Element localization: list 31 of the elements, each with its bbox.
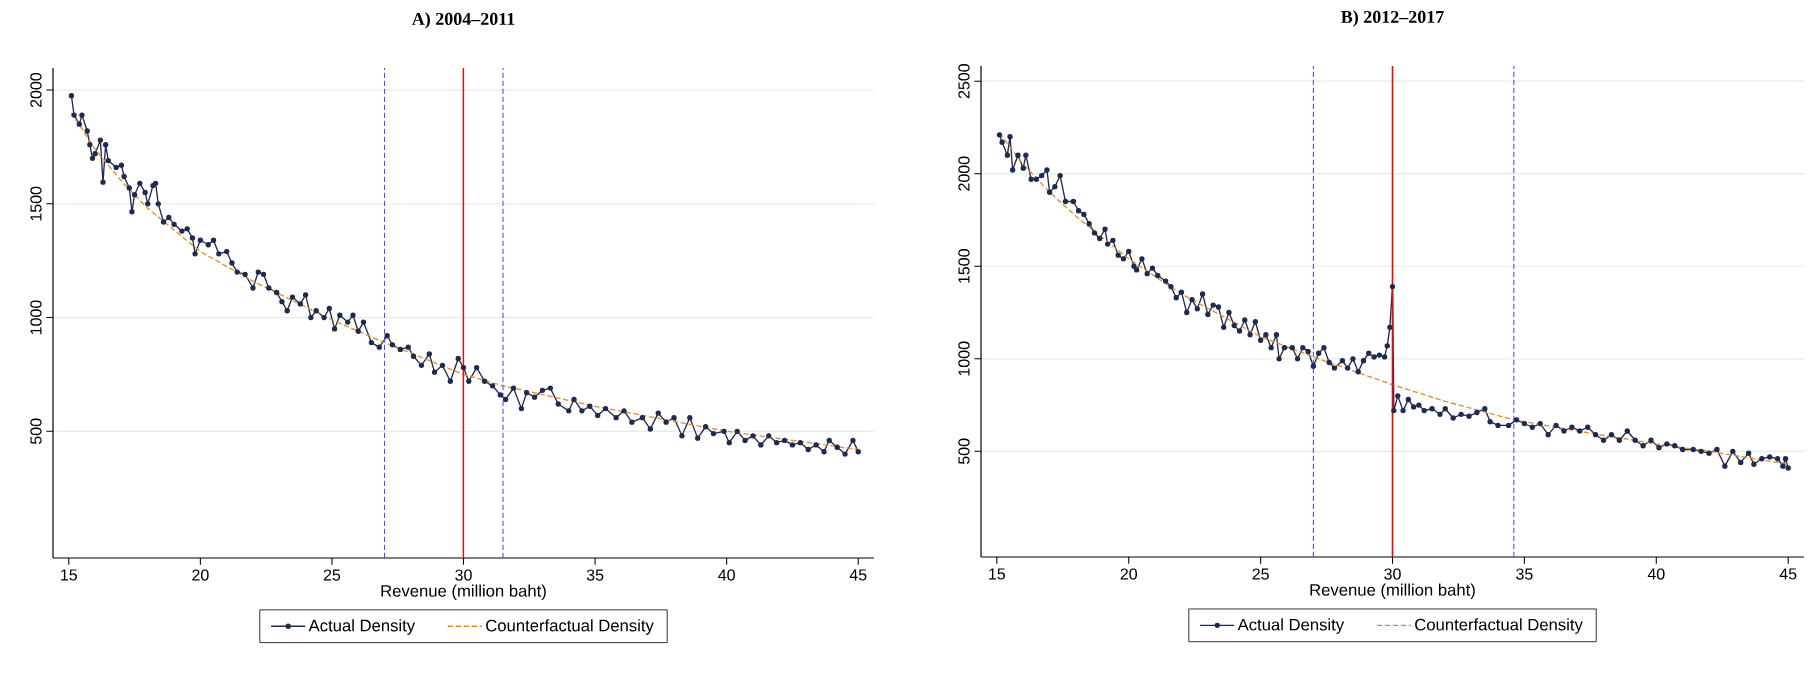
x-tick-label: 20 <box>192 569 209 581</box>
y-tick-label: 500 <box>30 418 42 444</box>
y-tick-label: 1500 <box>958 249 970 283</box>
legend-label: Counterfactual Density <box>486 619 654 635</box>
x-tick-label: 45 <box>849 569 867 581</box>
x-axis-title: Revenue (million baht) <box>381 584 546 601</box>
y-tick-label: 2000 <box>30 72 42 108</box>
x-tick-label: 35 <box>1516 568 1533 580</box>
chart-title: A) 2004–2011 <box>411 12 515 29</box>
y-tick-label: 2000 <box>958 156 970 191</box>
x-tick-label: 25 <box>1252 568 1269 580</box>
legend-label: Actual Density <box>308 619 416 635</box>
x-tick-label: 15 <box>989 568 1006 580</box>
x-tick-label: 35 <box>586 569 604 581</box>
x-tick-label: 40 <box>1647 568 1665 580</box>
x-axis-title: Revenue (million baht) <box>1310 583 1475 600</box>
x-tick-label: 30 <box>455 569 472 581</box>
chart-title: B) 2012–2017 <box>1341 10 1444 27</box>
x-tick-label: 40 <box>718 569 735 581</box>
legend-label: Counterfactual Density <box>1415 618 1583 634</box>
x-tick-label: 45 <box>1779 568 1797 580</box>
y-tick-label: 2500 <box>958 64 970 99</box>
y-tick-label: 1500 <box>30 186 42 221</box>
x-tick-label: 25 <box>323 569 341 581</box>
legend-label: Actual Density <box>1237 618 1345 634</box>
x-tick-label: 30 <box>1384 568 1401 580</box>
x-tick-label: 20 <box>1120 568 1138 580</box>
y-tick-label: 1000 <box>958 341 970 376</box>
x-tick-label: 15 <box>61 569 78 581</box>
y-tick-label: 1000 <box>30 300 42 335</box>
y-tick-label: 500 <box>958 438 970 465</box>
